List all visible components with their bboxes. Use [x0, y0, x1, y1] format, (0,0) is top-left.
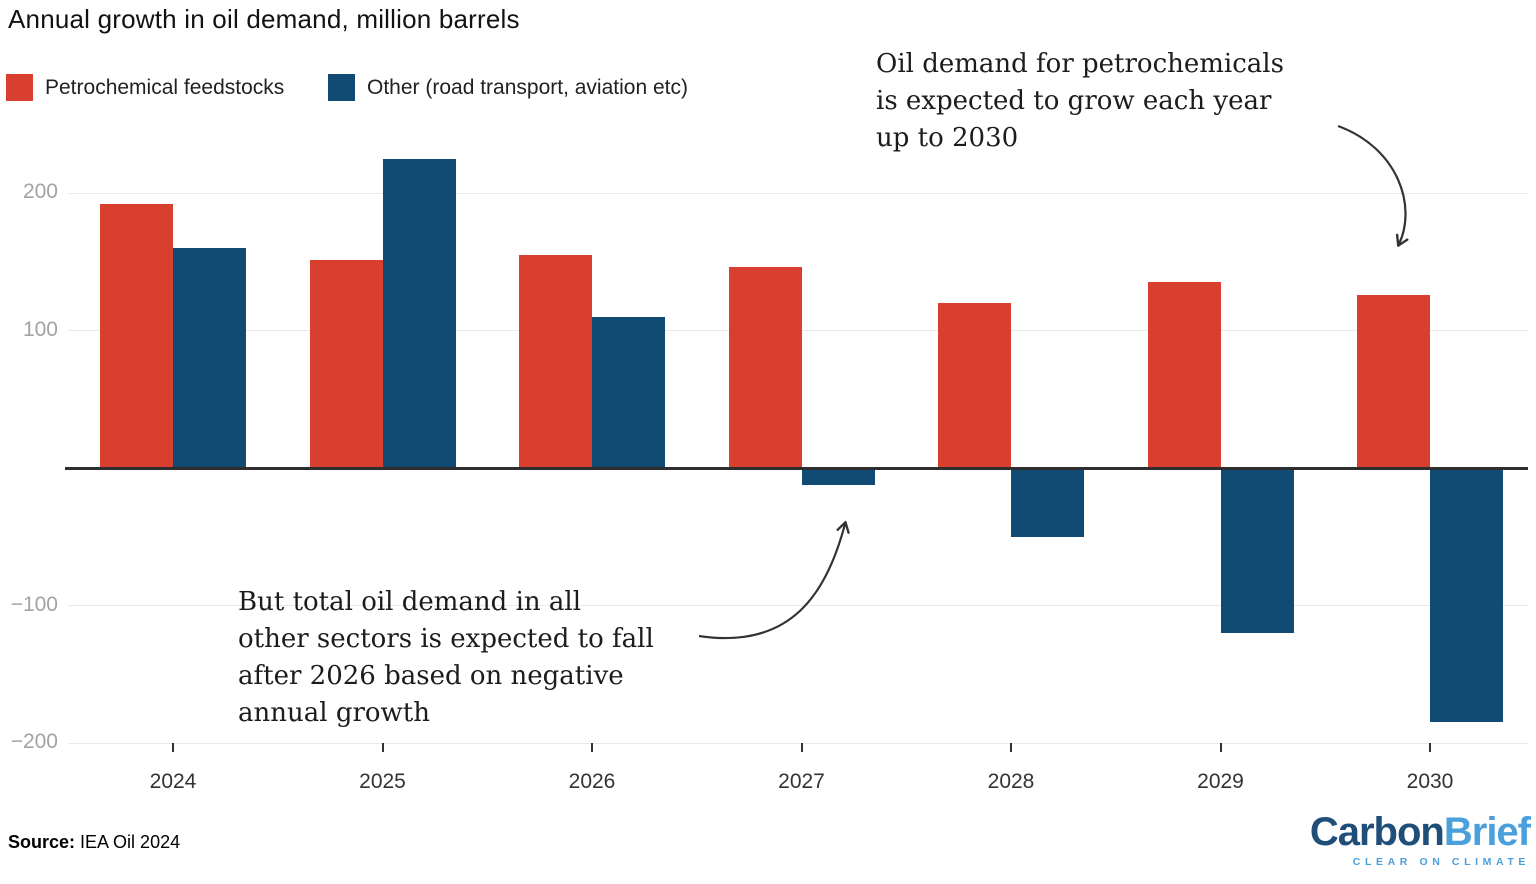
- x-axis-label-2028: 2028: [987, 770, 1035, 793]
- source-line: Source: IEA Oil 2024: [8, 832, 180, 853]
- carbonbrief-logo: CarbonBrief CLEAR ON CLIMATE: [1309, 810, 1531, 868]
- gridline--200: [68, 742, 1528, 744]
- legend-label-petrochemical: Petrochemical feedstocks: [45, 75, 285, 99]
- bar-other-2029: [1220, 468, 1294, 633]
- bar-petrochemical-2030: [1357, 294, 1430, 468]
- annotation-other-sectors-fall: But total oil demand in all other sector…: [238, 587, 654, 728]
- x-axis-tick-2030: [1429, 743, 1431, 752]
- bar-other-2030: [1430, 468, 1503, 723]
- logo-carbon-text: Carbon: [1309, 810, 1445, 854]
- x-axis-tick-2026: [591, 743, 593, 752]
- bar-other-2027: [801, 468, 875, 485]
- x-axis-tick-2024: [172, 743, 174, 752]
- bar-other-2026: [592, 316, 665, 468]
- y-axis-label: 200: [22, 180, 58, 203]
- x-axis-label-2030: 2030: [1406, 770, 1454, 793]
- x-axis-tick-2025: [381, 743, 384, 752]
- x-axis-label-2026: 2026: [568, 770, 616, 793]
- gridline-200: [68, 192, 1528, 194]
- bar-petrochemical-2025: [309, 260, 383, 468]
- bar-petrochemical-2027: [728, 267, 802, 468]
- x-axis-label-2024: 2024: [149, 770, 197, 793]
- x-axis-label-2029: 2029: [1197, 770, 1244, 793]
- x-axis-tick-2029: [1219, 743, 1222, 752]
- source-label: Source:: [8, 832, 76, 852]
- y-axis-label: −100: [10, 592, 58, 616]
- bar-other-2024: [173, 248, 246, 468]
- source-text: IEA Oil 2024: [75, 832, 181, 852]
- legend-item-petrochemical: Petrochemical feedstocks: [6, 74, 284, 101]
- legend-item-other: Other (road transport, aviation etc): [328, 74, 688, 101]
- x-axis-tick-2028: [1010, 743, 1012, 752]
- x-axis-tick-2027: [800, 743, 803, 752]
- bar-petrochemical-2026: [519, 254, 592, 468]
- bar-petrochemical-2024: [100, 204, 173, 468]
- bar-other-2028: [1011, 468, 1084, 537]
- bar-petrochemical-2029: [1147, 282, 1221, 468]
- legend-label-other: Other (road transport, aviation etc): [367, 75, 688, 99]
- y-axis-label: 100: [22, 317, 58, 341]
- x-axis-label-2025: 2025: [359, 770, 406, 793]
- legend-swatch-other-icon: [328, 74, 355, 101]
- bar-petrochemical-2028: [938, 303, 1011, 468]
- logo-tagline: CLEAR ON CLIMATE: [1352, 856, 1530, 868]
- legend-swatch-petrochemical-icon: [6, 74, 33, 101]
- annotation-petrochemicals-growth: Oil demand for petrochemicals is expecte…: [876, 49, 1284, 153]
- bar-other-2025: [382, 158, 456, 468]
- x-axis-label-2027: 2027: [778, 770, 825, 793]
- logo-brief-text: Brief: [1443, 810, 1531, 854]
- chart-title: Annual growth in oil demand, million bar…: [8, 4, 520, 34]
- y-axis-label: −200: [10, 730, 58, 753]
- zero-axis-line: [65, 466, 1528, 470]
